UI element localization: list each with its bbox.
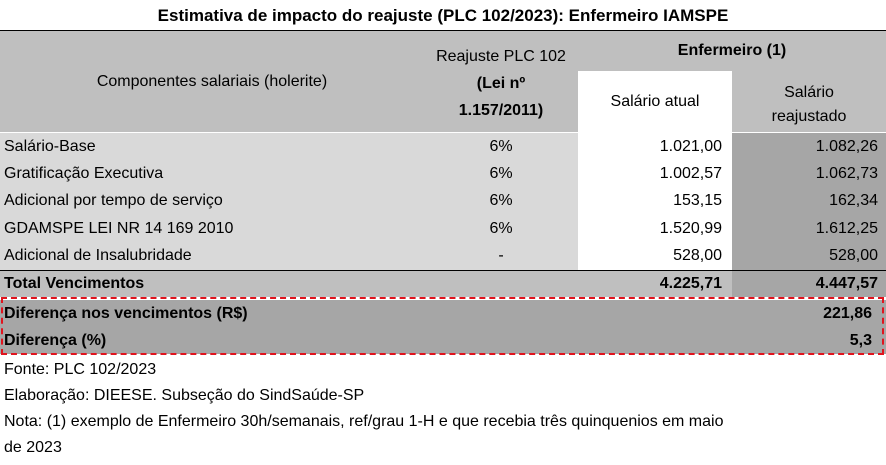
row-name: Adicional por tempo de serviço — [0, 187, 424, 216]
diferenca-percent-row: Diferença (%) 5,3 — [0, 327, 886, 354]
header-salario-reajustado: Salário reajustado — [732, 71, 886, 132]
table-row: GDAMSPE LEI NR 14 169 2010 6% 1.520,99 1… — [0, 215, 886, 243]
row-reajustado: 1.082,26 — [732, 133, 886, 161]
header-salario-reajustado-line1: Salário — [784, 84, 834, 101]
row-pct: 6% — [424, 160, 578, 188]
row-reajustado: 528,00 — [732, 242, 886, 270]
row-pct: 6% — [424, 187, 578, 216]
diferenca-vencimentos-row: Diferença nos vencimentos (R$) 221,86 — [0, 300, 886, 327]
header-reajuste: Reajuste PLC 102 (Lei nº 1.157/2011) — [424, 31, 578, 132]
row-reajustado: 1.062,73 — [732, 160, 886, 188]
header-reajuste-line2: (Lei nº — [476, 75, 526, 92]
diferenca-percent-value: 5,3 — [849, 331, 872, 349]
row-atual: 1.002,57 — [578, 160, 732, 188]
row-atual: 1.021,00 — [578, 133, 732, 161]
header-reajuste-line3: 1.157/2011) — [458, 102, 544, 119]
row-atual: 1.520,99 — [578, 215, 732, 243]
header-enfermeiro: Enfermeiro (1) — [578, 31, 886, 71]
header-reajuste-line1: Reajuste PLC 102 — [436, 48, 566, 65]
total-label: Total Vencimentos — [0, 271, 424, 297]
row-pct: 6% — [424, 215, 578, 243]
row-reajustado: 1.612,25 — [732, 215, 886, 243]
diferenca-vencimentos-value: 221,86 — [823, 304, 872, 322]
row-name: Salário-Base — [0, 133, 424, 161]
table-row: Salário-Base 6% 1.021,00 1.082,26 — [0, 133, 886, 161]
row-reajustado: 162,34 — [732, 187, 886, 216]
diferenca-vencimentos-label: Diferença nos vencimentos (R$) — [4, 304, 248, 322]
total-pct-empty — [424, 271, 578, 297]
note-line2: de 2023 — [4, 439, 62, 456]
row-pct: - — [424, 242, 578, 270]
highlight-dashed-box — [1, 297, 884, 355]
header-salario-atual: Salário atual — [578, 71, 732, 132]
row-atual: 153,15 — [578, 187, 732, 216]
header-components: Componentes salariais (holerite) — [0, 31, 424, 132]
row-pct: 6% — [424, 133, 578, 161]
diferenca-percent-label: Diferença (%) — [4, 331, 107, 349]
total-reajustado: 4.447,57 — [732, 271, 886, 297]
row-name: Gratificação Executiva — [0, 160, 424, 188]
table-row: Adicional por tempo de serviço 6% 153,15… — [0, 187, 886, 216]
row-name: Adicional de Insalubridade — [0, 242, 424, 270]
note-line1: Nota: (1) exemplo de Enfermeiro 30h/sema… — [4, 413, 724, 430]
row-atual: 528,00 — [578, 242, 732, 270]
table-row: Adicional de Insalubridade - 528,00 528,… — [0, 242, 886, 270]
table-row: Gratificação Executiva 6% 1.002,57 1.062… — [0, 160, 886, 188]
note-elaboracao: Elaboração: DIEESE. Subseção do SindSaúd… — [4, 387, 365, 404]
header-salario-reajustado-line2: reajustado — [771, 108, 847, 125]
row-name: GDAMSPE LEI NR 14 169 2010 — [0, 215, 424, 243]
total-atual: 4.225,71 — [578, 271, 732, 297]
table-title: Estimativa de impacto do reajuste (PLC 1… — [0, 0, 886, 31]
note-fonte: Fonte: PLC 102/2023 — [4, 361, 157, 378]
total-row: Total Vencimentos 4.225,71 4.447,57 — [0, 270, 886, 297]
